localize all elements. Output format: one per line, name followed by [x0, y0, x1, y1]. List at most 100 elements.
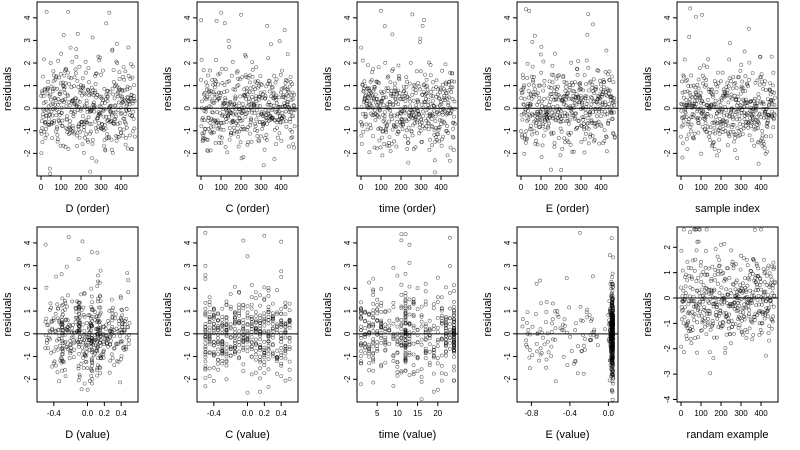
data-point	[101, 352, 106, 357]
data-point	[730, 96, 735, 101]
data-point	[249, 326, 254, 331]
data-point	[107, 10, 112, 15]
data-point	[442, 121, 447, 126]
data-point	[241, 328, 246, 333]
y-tick-label: -2	[663, 149, 672, 157]
data-point	[291, 103, 296, 108]
data-point	[403, 294, 408, 299]
data-point	[371, 344, 376, 349]
data-point	[55, 347, 60, 352]
data-point	[712, 335, 716, 340]
data-point	[447, 79, 452, 84]
data-point	[698, 91, 703, 95]
y-tick-label: 1	[23, 308, 32, 313]
data-point	[55, 133, 60, 137]
data-point	[434, 85, 439, 89]
data-point	[730, 122, 735, 127]
data-point	[131, 99, 136, 103]
data-point	[210, 78, 215, 82]
data-point	[371, 355, 376, 360]
data-point	[608, 88, 612, 93]
data-point	[699, 280, 704, 284]
data-point	[584, 58, 589, 63]
data-point	[58, 322, 63, 327]
data-point	[691, 258, 695, 263]
data-point	[403, 134, 408, 139]
data-point	[376, 81, 381, 86]
data-point	[556, 84, 560, 89]
x-axis-label: C (order)	[225, 203, 269, 215]
data-point	[287, 367, 292, 372]
data-point	[734, 278, 739, 283]
data-point	[253, 124, 258, 129]
data-point	[119, 88, 124, 92]
data-point	[417, 113, 422, 118]
data-point	[541, 88, 546, 93]
data-point	[423, 299, 428, 304]
data-point	[451, 126, 456, 131]
data-point	[77, 100, 82, 104]
data-point	[437, 139, 442, 144]
data-point	[413, 115, 417, 120]
data-point	[79, 292, 84, 297]
data-point	[277, 39, 282, 44]
data-point	[452, 317, 456, 322]
data-point	[275, 310, 279, 315]
data-point	[216, 357, 220, 362]
data-point	[602, 128, 607, 133]
data-point	[403, 343, 408, 348]
data-point	[58, 143, 63, 148]
data-point	[432, 158, 437, 163]
data-point	[764, 107, 769, 111]
data-point	[207, 92, 212, 96]
data-point	[258, 359, 263, 364]
data-point	[567, 96, 571, 101]
data-point	[448, 105, 453, 110]
data-point	[399, 304, 404, 309]
data-point	[375, 311, 380, 316]
data-point	[564, 103, 568, 108]
y-tick-label: 2	[183, 60, 192, 65]
data-point	[749, 319, 754, 324]
data-point	[207, 88, 211, 93]
data-point	[582, 137, 587, 142]
data-point	[610, 111, 615, 116]
data-point	[388, 108, 393, 113]
data-point	[279, 363, 284, 368]
data-point	[262, 121, 267, 126]
data-point	[71, 355, 76, 360]
data-point	[236, 134, 241, 139]
data-point	[266, 56, 271, 61]
data-point	[98, 111, 103, 115]
data-point	[608, 253, 612, 258]
data-point	[364, 122, 369, 127]
data-point	[113, 312, 118, 317]
data-point	[681, 227, 686, 232]
data-point	[452, 368, 456, 373]
data-point	[383, 348, 388, 353]
data-point	[749, 298, 754, 303]
data-point	[742, 302, 747, 307]
data-point	[725, 143, 730, 148]
data-point	[435, 361, 440, 366]
data-point	[407, 261, 412, 265]
data-point	[425, 87, 430, 92]
data-point	[539, 301, 543, 306]
data-point	[91, 93, 96, 97]
y-tick-label: 2	[183, 286, 192, 291]
data-point	[261, 163, 266, 168]
data-point	[79, 361, 84, 366]
data-point	[439, 336, 444, 341]
data-point	[701, 101, 706, 106]
data-point	[119, 354, 124, 359]
data-point	[237, 302, 242, 307]
data-point	[437, 97, 442, 101]
data-point	[601, 78, 606, 82]
data-point	[704, 249, 708, 253]
data-point	[525, 321, 529, 325]
data-point	[91, 88, 95, 93]
data-point	[387, 318, 392, 323]
data-point	[431, 302, 436, 307]
data-point	[435, 387, 440, 392]
data-point	[257, 139, 262, 144]
